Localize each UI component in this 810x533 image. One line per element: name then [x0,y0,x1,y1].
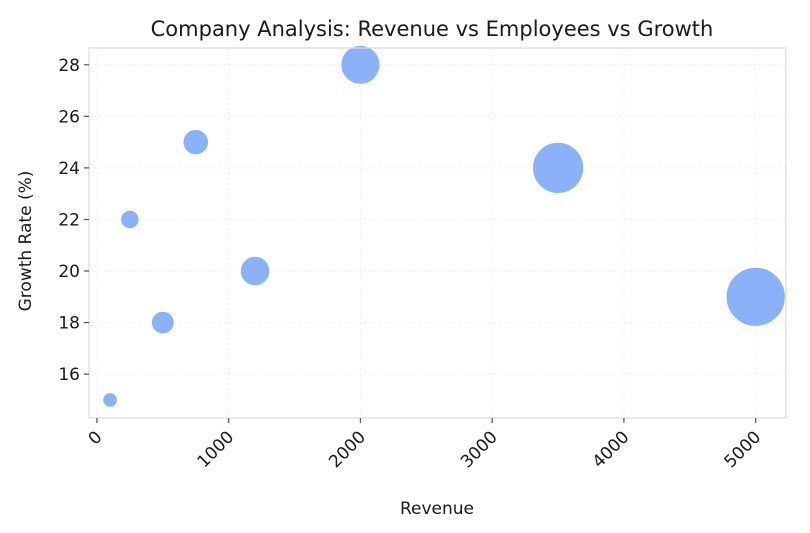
x-axis-label: Revenue [400,499,474,519]
grid-lines [89,48,786,418]
bubble-point [725,266,786,328]
x-tick-label: 5000 [720,427,765,472]
y-tick-label: 18 [58,314,80,334]
y-axis-ticks: 16 18 20 22 24 26 28 [58,56,89,385]
bubble-point [119,209,140,230]
y-axis-label: Growth Rate (%) [16,171,36,312]
x-tick-label: 0 [85,427,107,449]
y-tick-label: 20 [58,262,80,282]
y-tick-label: 28 [58,56,80,76]
bubble-point [239,255,271,287]
plot-frame [88,47,787,419]
chart-title: Company Analysis: Revenue vs Employees v… [151,17,714,41]
x-tick-label: 3000 [457,427,502,472]
bubbles [102,44,786,408]
x-axis-ticks: 0 1000 2000 3000 4000 5000 [85,418,765,472]
bubble-point [150,310,175,335]
bubble-point [531,141,585,195]
bubble-point [182,128,210,156]
y-tick-label: 22 [58,210,80,230]
bubble-point [102,391,119,408]
bubble-point [340,44,381,86]
y-tick-label: 16 [58,365,80,385]
y-tick-label: 26 [58,107,80,127]
y-tick-label: 24 [58,159,80,179]
x-tick-label: 4000 [589,427,634,472]
x-tick-label: 1000 [193,427,238,472]
x-tick-label: 2000 [325,427,370,472]
